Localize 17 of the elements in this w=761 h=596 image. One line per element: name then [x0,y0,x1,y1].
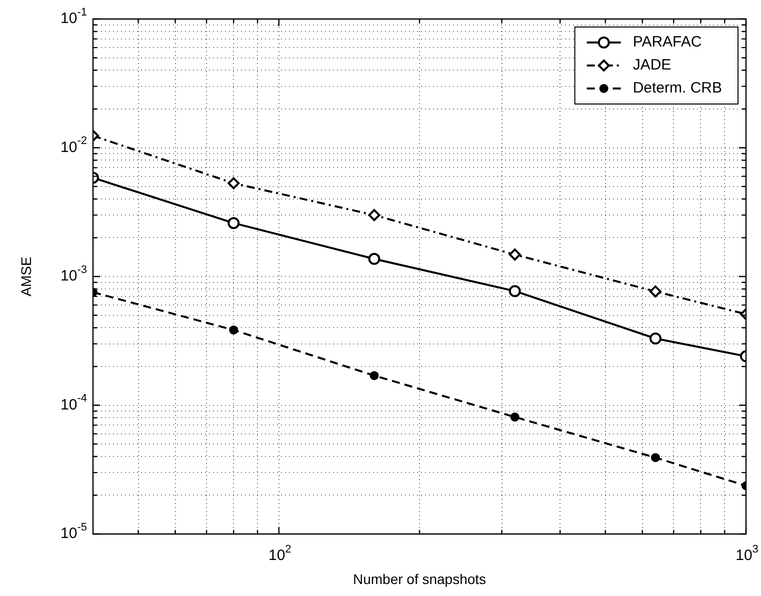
point [650,453,660,462]
x-axis-title: Number of snapshots [352,570,486,587]
point [370,371,379,380]
point [649,285,662,298]
point [649,332,662,344]
point [508,285,521,298]
legend-label: Determ. CRB [632,80,722,97]
point [229,326,238,335]
point [228,217,240,230]
point [368,252,380,265]
legend-label: PARAFAC [632,34,702,51]
point [228,177,240,190]
legend-label: JADE [632,56,672,74]
point [508,248,521,261]
point [368,209,380,222]
y-axis-title: AMSE [18,256,34,296]
point [510,412,520,422]
